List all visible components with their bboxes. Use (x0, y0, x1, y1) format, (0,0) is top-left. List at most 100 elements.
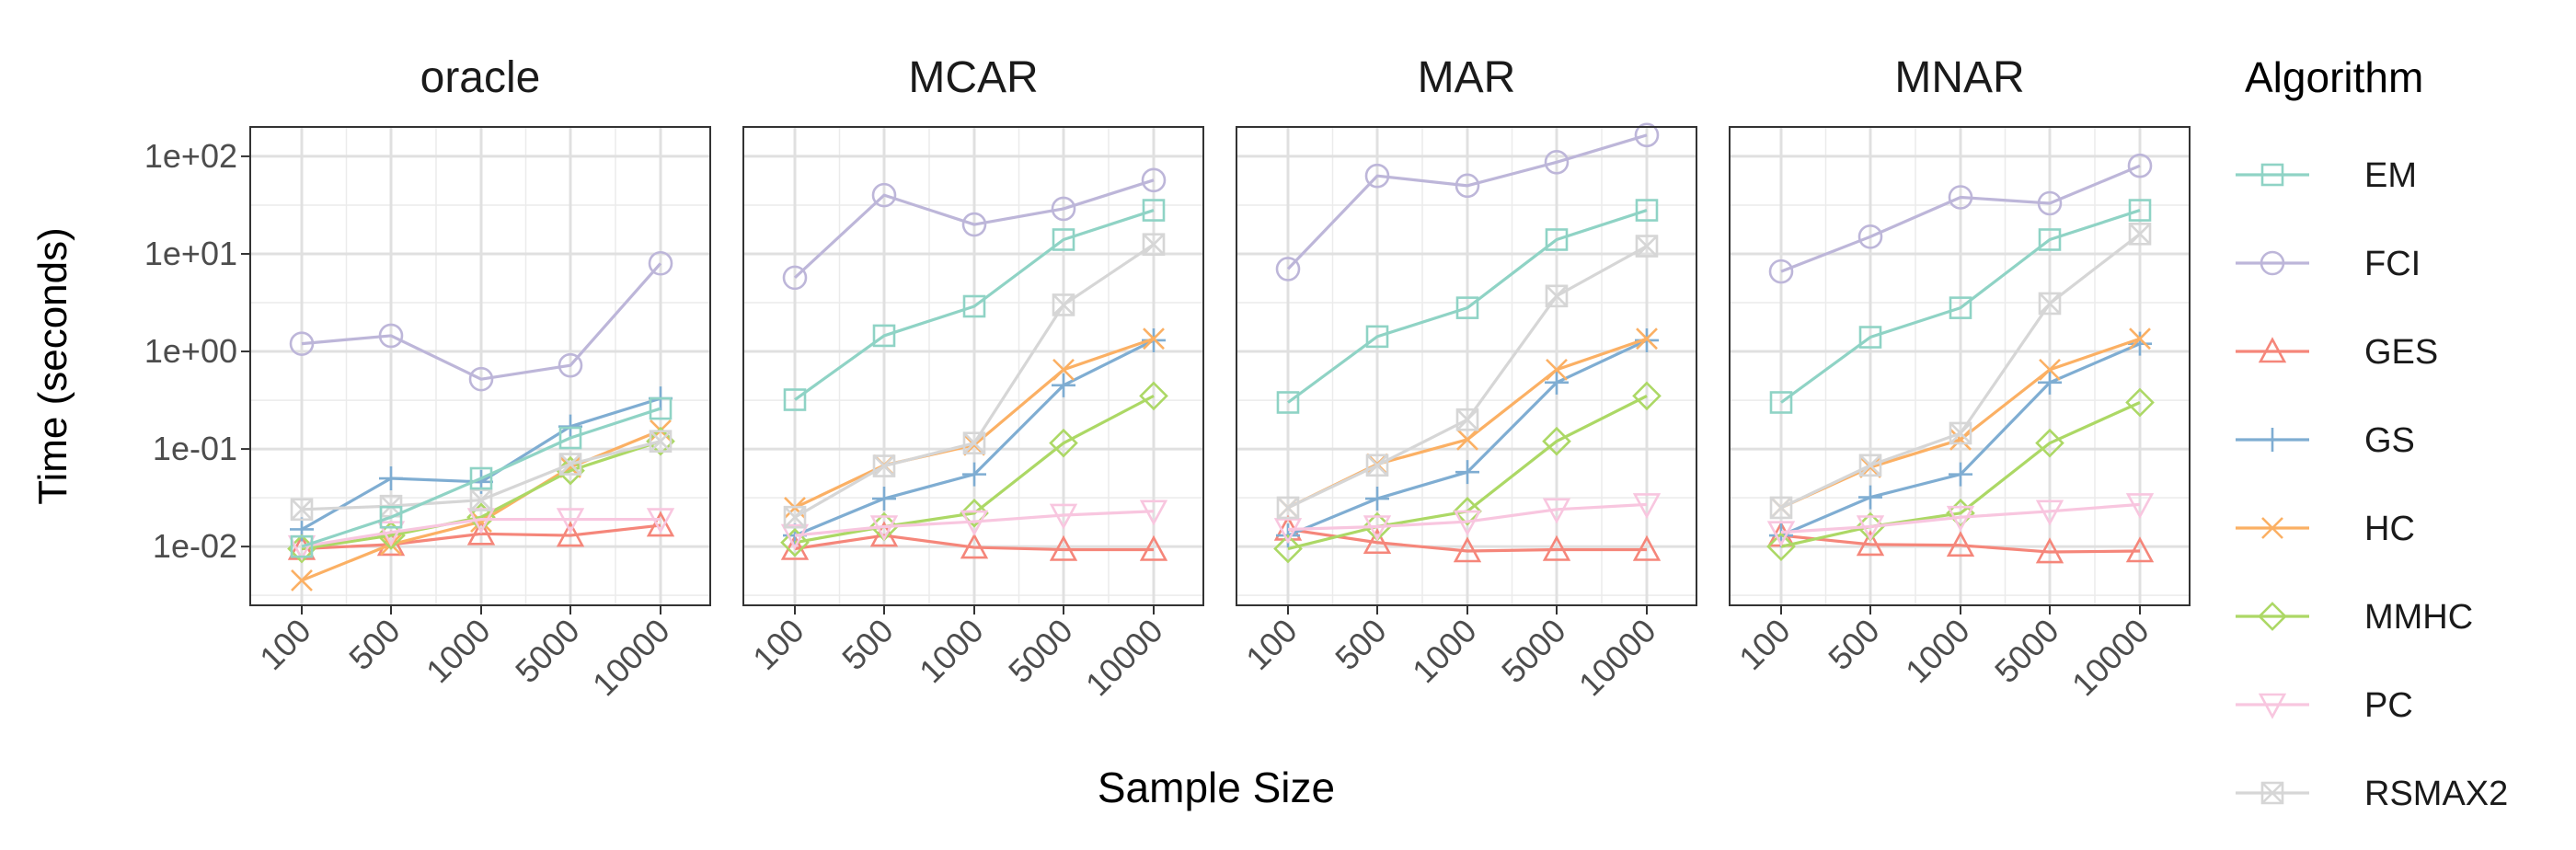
data-point (469, 488, 493, 511)
data-point (1949, 421, 1972, 445)
legend-label: MMHC (2364, 598, 2473, 637)
data-point (290, 534, 314, 558)
series-line (301, 262, 662, 381)
data-point (960, 510, 989, 536)
x-tick-label: 1000 (419, 612, 498, 691)
data-point (1542, 498, 1571, 524)
data-point (1946, 505, 1975, 532)
data-point (649, 396, 673, 420)
series-line (1780, 534, 2141, 554)
data-point (2127, 153, 2153, 178)
series-line (301, 517, 661, 548)
data-point (1453, 496, 1482, 526)
series-rsmax2 (290, 430, 673, 522)
legend-item-pc: PC (2236, 686, 2413, 725)
series-line (1780, 502, 2141, 534)
data-point (2038, 228, 2062, 251)
legend-key-marker (2261, 517, 2283, 539)
data-point (1632, 534, 1662, 561)
data-point (289, 331, 315, 356)
data-point (1946, 498, 1975, 528)
data-point (1456, 428, 1478, 451)
data-point (1276, 496, 1300, 520)
gridlines (1236, 127, 1696, 605)
panel-title: MNAR (1894, 53, 2024, 102)
data-point (783, 388, 807, 411)
panel-title: MCAR (908, 53, 1038, 102)
data-point (1858, 485, 1882, 510)
series-pc (1766, 493, 2155, 547)
data-point (466, 519, 496, 546)
data-point (1052, 293, 1075, 316)
data-point (1453, 536, 1482, 563)
series-line (793, 178, 1155, 280)
series-fci (1275, 122, 1660, 281)
data-point (869, 515, 899, 542)
data-point (1139, 500, 1168, 526)
data-point (1542, 534, 1571, 561)
data-point (1275, 257, 1301, 281)
legend-item-ges: GES (2236, 333, 2438, 372)
legend-key-marker (2260, 428, 2284, 452)
data-point (963, 433, 985, 456)
data-point (556, 521, 585, 547)
data-point (960, 498, 989, 528)
data-point (648, 250, 673, 276)
data-point (1635, 235, 1659, 258)
series-em (290, 396, 673, 558)
data-point (1363, 528, 1392, 555)
data-point (1635, 199, 1659, 222)
data-point (1636, 327, 1658, 350)
data-point (1273, 518, 1303, 545)
data-point (2035, 537, 2064, 564)
y-tick-label: 1e-01 (153, 430, 237, 467)
series-rsmax2 (1769, 223, 2152, 520)
data-point (960, 533, 989, 559)
data-point (1273, 534, 1303, 564)
data-point (961, 212, 987, 237)
data-point (1364, 163, 1390, 189)
data-point (558, 426, 582, 450)
data-point (290, 498, 314, 522)
panel-title: oracle (420, 53, 541, 102)
gridlines (1730, 127, 2190, 605)
data-point (2125, 493, 2155, 520)
data-point (1766, 521, 1796, 547)
legend-item-fci: FCI (2236, 245, 2421, 283)
legend-label: HC (2364, 510, 2415, 548)
data-point (871, 182, 897, 208)
data-point (1949, 428, 1972, 451)
data-point (1276, 391, 1300, 414)
data-point (646, 511, 675, 537)
series-rsmax2 (1276, 235, 1659, 520)
data-point (1051, 196, 1076, 222)
data-point (962, 462, 986, 487)
data-point (1049, 503, 1078, 530)
data-point (1052, 358, 1075, 381)
data-point (1946, 531, 1975, 557)
x-tick-label: 100 (1238, 612, 1304, 677)
data-point (1455, 408, 1479, 431)
series-line (1780, 164, 2141, 273)
data-point (1455, 460, 1479, 485)
data-point (1949, 296, 1972, 319)
data-point (1948, 185, 1973, 210)
data-point (1632, 381, 1662, 411)
series-fci (1768, 153, 2153, 284)
data-point (2128, 199, 2152, 222)
legend-item-em: EM (2236, 156, 2417, 195)
legend-label: GES (2364, 333, 2438, 372)
series-line (794, 534, 1154, 552)
data-point (2128, 223, 2152, 246)
data-point (962, 431, 986, 454)
legend-item-hc: HC (2236, 510, 2415, 548)
series-line (1780, 209, 2141, 404)
data-point (649, 430, 673, 453)
data-point (376, 521, 406, 547)
data-point (1949, 462, 1972, 487)
x-tick-label: 100 (745, 612, 811, 677)
y-tick-label: 1e-02 (153, 527, 237, 565)
y-axis: 1e-02 1e-01 1e+00 1e+01 1e+02 Time (seconds) (30, 137, 250, 565)
